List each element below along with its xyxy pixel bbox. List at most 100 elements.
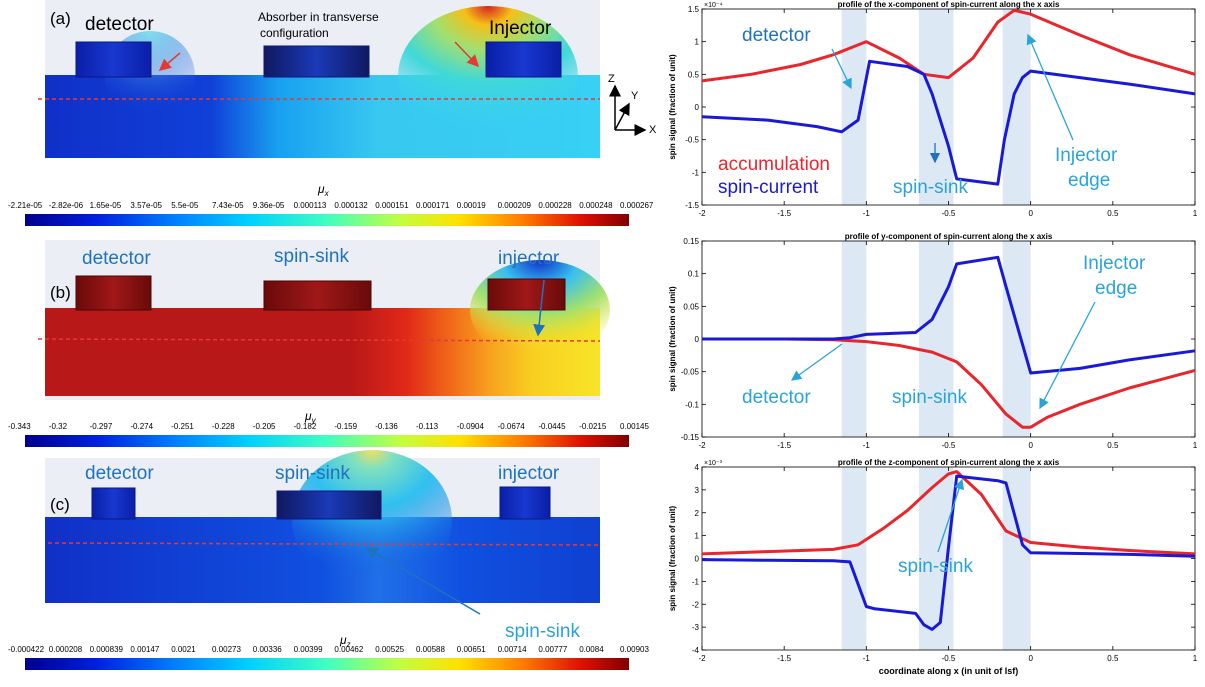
colorbar-tick-label: 0.000209: [498, 201, 532, 210]
shaded-region: [1002, 9, 1031, 205]
y-axis-label: spin signal (fraction of unit): [668, 286, 677, 392]
detector-pad-b: [75, 275, 152, 311]
y-tick-label: -0.15: [681, 433, 700, 442]
y-tick-label: -4: [692, 646, 700, 655]
x-tick-label: 1: [1193, 441, 1198, 450]
colorbar-tick-label: 0.0084: [579, 645, 604, 654]
shaded-region: [841, 9, 867, 205]
colorbar-tick-label: 0.0021: [171, 645, 196, 654]
sink-pad-c: [276, 490, 382, 520]
colorbar-tick-label: -0.274: [130, 422, 153, 431]
colorbar-tick-label: -0.0904: [457, 422, 485, 431]
annot-injector-0-arrow: [1026, 33, 1074, 141]
x-tick-label: -2: [698, 209, 706, 218]
colorbar-c-bar: [25, 658, 629, 670]
colorbar-tick-label: 0.000113: [294, 201, 327, 210]
x-tick-label: -0.5: [942, 441, 956, 450]
panel-c-sink-arrow: [365, 547, 481, 615]
y-tick-label: 0.15: [683, 237, 699, 246]
label-sink-c: spin-sink: [275, 463, 350, 484]
colorbar-tick-label: 0.00462: [334, 645, 363, 654]
colorbar-tick-label: -0.0674: [498, 422, 526, 431]
panel-c-cut-line: [47, 542, 601, 546]
colorbar-a-symbol: μx: [317, 182, 330, 198]
panel-c-sink-spot: [292, 450, 452, 590]
label-sink-pointer-c: spin-sink: [505, 621, 580, 642]
shaded-region: [1002, 241, 1031, 437]
x-tick-label: -1.5: [777, 209, 791, 218]
colorbar-tick-label: 0.00019: [457, 201, 486, 210]
y-tick-label: 1.5: [688, 5, 700, 14]
y-tick-label: 0: [695, 103, 700, 112]
label-injector-c: injector: [498, 463, 560, 484]
colorbar-tick-label: -0.228: [212, 422, 235, 431]
colorbar-tick-label: 0.000267: [620, 201, 654, 210]
axis-y-arrow: [614, 102, 630, 131]
colorbar-b-ticks: -0.343 -0.32 -0.297 -0.274 -0.251 -0.228 -0.20…: [8, 422, 649, 431]
colorbar-tick-label: -2.82e-06: [49, 201, 84, 210]
label-detector-b: detector: [82, 248, 151, 269]
x-tick-label: -1: [863, 209, 871, 218]
annot-detector-0-arrow: [831, 48, 852, 90]
absorber-pad: [263, 45, 370, 78]
injector-edge-arrow: [454, 41, 480, 68]
colorbar-c-ticks: -0.000422 0.000208 0.000839 0.00147 0.0021 0.…: [8, 645, 649, 654]
injector-pad-c: [499, 486, 551, 520]
annot-injector-1-line1: Injector: [1083, 253, 1146, 274]
x-tick-label: -1.5: [777, 441, 791, 450]
chart-2-annotations: spin-sink: [898, 478, 973, 577]
y-tick-label: 0.5: [688, 70, 700, 79]
y-exponent: ×10⁻⁴: [704, 2, 723, 9]
series-line-accumulation: [702, 337, 1196, 429]
panel-a: (a) detector Absorber in transverse conf…: [38, 0, 600, 158]
colorbar-tick-label: 0.00588: [416, 645, 445, 654]
axes-glyph: Z Y X: [608, 73, 657, 136]
series-line-spin-current: [701, 474, 1196, 631]
chart-1-annotations: detector spin-sink Injector edge: [742, 253, 1146, 410]
panel-label-a: (a): [50, 9, 71, 28]
colorbar-tick-label: 5.5e-05: [171, 201, 199, 210]
colorbar-b-bar: [25, 435, 629, 447]
x-tick-label: 0: [1028, 209, 1033, 218]
x-tick-label: -0.5: [942, 654, 956, 663]
colorbar-tick-label: 7.43e-05: [212, 201, 244, 210]
colorbar-a: μx -2.21e-05 -2.82e-06 1.65e-05 3.57e-05 5.5…: [8, 182, 654, 226]
x-tick-label: 0.5: [1107, 654, 1119, 663]
series-line-accumulation: [701, 8, 1196, 83]
chart-z-component: profile of the z-component of spin-curre…: [668, 458, 1198, 676]
colorbar-tick-label: -0.205: [253, 422, 276, 431]
colorbar-tick-label: 0.000248: [579, 201, 613, 210]
x-tick-label: 1: [1193, 209, 1198, 218]
colorbar-tick-label: 0.00714: [498, 645, 527, 654]
y-tick-label: -3: [692, 623, 700, 632]
y-tick-label: -0.1: [685, 400, 699, 409]
y-tick-label: -0.5: [685, 136, 699, 145]
colorbar-tick-label: -0.0215: [579, 422, 607, 431]
colorbar-tick-label: 0.00145: [620, 422, 649, 431]
annot-detector-1: detector: [742, 387, 811, 408]
x-tick-label: -1: [863, 441, 871, 450]
axis-x-label: X: [649, 124, 657, 136]
colorbar-tick-label: 3.57e-05: [130, 201, 162, 210]
colorbar-tick-label: 0.000132: [334, 201, 368, 210]
y-axis-label: spin signal (fraction of unit): [668, 506, 677, 612]
y-tick-label: -1: [692, 577, 700, 586]
x-tick-label: 1: [1193, 654, 1198, 663]
colorbar-tick-label: 0.00777: [538, 645, 567, 654]
colorbar-tick-label: 0.00651: [457, 645, 486, 654]
annot-injector-1-arrow: [1039, 301, 1096, 410]
colorbar-a-ticks: -2.21e-05 -2.82e-06 1.65e-05 3.57e-05 5.5e-0…: [8, 201, 654, 210]
label-absorber-line2: configuration: [260, 26, 329, 40]
annot-detector-0: detector: [742, 25, 811, 46]
colorbar-tick-label: -0.000422: [8, 645, 45, 654]
annot-injector-0-line2: edge: [1068, 170, 1110, 191]
colorbar-tick-label: -0.0445: [538, 422, 566, 431]
shaded-region: [841, 467, 867, 650]
annot-spin-sink-0: spin-sink: [893, 177, 968, 198]
annot-accumulation-0: accumulation: [718, 154, 830, 175]
y-axis-label: spin signal (fraction of unit): [668, 54, 677, 160]
injector-pad: [485, 41, 562, 78]
colorbar-tick-label: -0.182: [294, 422, 317, 431]
colorbar-c: μz -0.000422 0.000208 0.000839 0.00147 0.002…: [8, 633, 649, 670]
